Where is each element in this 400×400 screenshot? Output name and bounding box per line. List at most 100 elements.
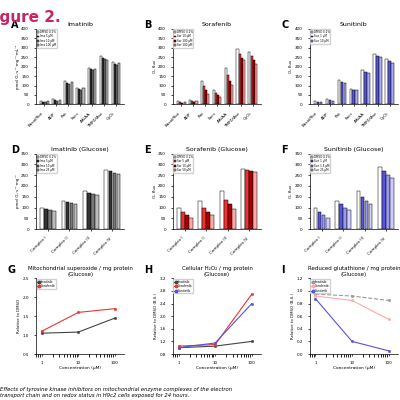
Bar <box>362 70 364 104</box>
Bar <box>74 204 77 229</box>
Bar <box>373 54 376 104</box>
Bar <box>90 70 92 104</box>
Y-axis label: O₂ flux: O₂ flux <box>290 60 294 73</box>
Bar <box>206 212 210 229</box>
Bar <box>184 102 186 104</box>
Title: Sorafenib: Sorafenib <box>202 22 232 27</box>
Bar <box>326 218 330 229</box>
Bar <box>382 171 386 229</box>
Bar <box>76 88 78 104</box>
Bar <box>361 197 364 229</box>
Text: I: I <box>282 265 285 275</box>
Bar <box>52 211 56 229</box>
Bar <box>347 210 351 229</box>
Bar <box>254 172 257 229</box>
Bar <box>177 208 180 229</box>
Y-axis label: pmol O₂·s⁻¹·mg⁻¹: pmol O₂·s⁻¹·mg⁻¹ <box>16 174 20 208</box>
Bar <box>386 175 390 229</box>
Bar <box>224 68 226 104</box>
Bar <box>388 61 391 104</box>
Bar <box>112 62 114 104</box>
Bar <box>66 83 68 104</box>
Text: A: A <box>11 20 19 30</box>
Bar <box>364 72 367 104</box>
Bar <box>59 100 61 104</box>
Bar <box>203 86 205 104</box>
Text: E: E <box>145 144 151 154</box>
Bar <box>202 208 206 229</box>
Bar <box>70 203 73 229</box>
Y-axis label: pmol O₂·s⁻¹·mg⁻¹·mL⁻¹: pmol O₂·s⁻¹·mg⁻¹·mL⁻¹ <box>16 44 20 89</box>
Bar <box>369 204 372 229</box>
Bar <box>329 100 331 104</box>
Bar <box>352 90 355 104</box>
Bar <box>88 68 90 104</box>
Bar <box>317 102 320 104</box>
Bar <box>332 101 334 104</box>
X-axis label: Concentration (μM): Concentration (μM) <box>196 366 238 370</box>
Bar <box>391 63 394 104</box>
Bar <box>217 95 219 104</box>
Legend: DMSO 0.1%, Ima 5 μM, Ima 10 μM, Ima 25 μM: DMSO 0.1%, Ima 5 μM, Ima 10 μM, Ima 25 μ… <box>36 154 56 173</box>
Bar <box>365 201 368 229</box>
Y-axis label: O₂ flux: O₂ flux <box>290 185 294 198</box>
Bar <box>54 100 56 104</box>
Y-axis label: Relative to DMSO: Relative to DMSO <box>17 299 21 333</box>
Bar <box>208 94 210 104</box>
Bar <box>231 84 233 104</box>
Bar <box>91 194 95 229</box>
Bar <box>114 64 116 104</box>
Bar <box>253 60 255 104</box>
Bar <box>210 215 214 229</box>
Bar <box>201 81 203 104</box>
Bar <box>255 64 257 104</box>
Legend: DMSO 0.1%, Sor 5 μM, Sor 10 μM, Sor 50 μM: DMSO 0.1%, Sor 5 μM, Sor 10 μM, Sor 50 μ… <box>174 154 194 173</box>
Bar <box>367 73 370 104</box>
Bar <box>249 171 253 229</box>
Bar <box>227 75 229 104</box>
Text: H: H <box>145 265 153 275</box>
Bar <box>68 84 70 104</box>
Legend: Imatinib, Sorafenib: Imatinib, Sorafenib <box>37 279 56 289</box>
Text: D: D <box>11 144 19 154</box>
Bar <box>356 90 358 104</box>
Bar <box>350 89 352 104</box>
Bar <box>181 102 183 104</box>
Bar <box>357 192 360 229</box>
Bar <box>106 60 108 104</box>
Legend: DMSO 0.1%, Sun 1 μM, Sun 10 μM: DMSO 0.1%, Sun 1 μM, Sun 10 μM <box>310 29 330 44</box>
Legend: Imatinib, Sorafenib, Sunitinib: Imatinib, Sorafenib, Sunitinib <box>174 279 193 294</box>
Bar <box>205 90 207 104</box>
Text: Effects of tyrosine kinase inhibitors on mitochondrial enzyme complexes of the e: Effects of tyrosine kinase inhibitors on… <box>0 387 232 398</box>
Bar <box>42 102 44 104</box>
Bar <box>179 102 181 104</box>
Bar <box>343 208 347 229</box>
Title: Imatinib (Glucose): Imatinib (Glucose) <box>51 147 109 152</box>
Bar <box>80 90 82 104</box>
Bar <box>220 192 224 229</box>
Bar <box>314 101 316 104</box>
Bar <box>243 60 245 104</box>
Bar <box>116 65 118 104</box>
Bar <box>189 100 191 104</box>
Bar <box>390 178 394 229</box>
Title: Cellular H₂O₂ / mg protein
(Glucose): Cellular H₂O₂ / mg protein (Glucose) <box>182 266 252 276</box>
Bar <box>379 57 382 104</box>
Bar <box>338 80 340 104</box>
Bar <box>215 93 217 104</box>
Text: B: B <box>145 20 152 30</box>
Bar <box>82 88 84 104</box>
Bar <box>87 193 91 229</box>
Bar <box>213 90 215 104</box>
Bar <box>322 215 326 229</box>
Bar <box>385 60 388 104</box>
Bar <box>189 218 193 229</box>
Title: Sunitinib: Sunitinib <box>340 22 368 27</box>
X-axis label: Concentration (μM): Concentration (μM) <box>333 366 375 370</box>
Bar <box>100 56 102 104</box>
Bar <box>118 63 120 104</box>
Bar <box>318 212 322 229</box>
Bar <box>116 174 120 229</box>
Y-axis label: O₂ flux: O₂ flux <box>153 60 157 73</box>
Bar <box>232 209 236 229</box>
